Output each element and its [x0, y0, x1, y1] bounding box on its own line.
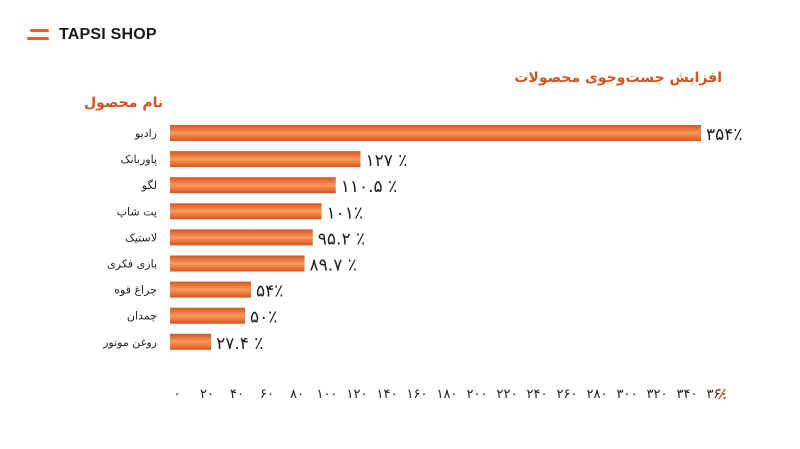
tick-label: ۲۲۰: [497, 387, 518, 402]
brand-logo: TAPSI SHOP: [27, 26, 157, 44]
value-label: ۱۱۰.۵ ٪: [341, 177, 397, 197]
tick-label: ۲۰: [200, 387, 214, 402]
bar: [170, 151, 361, 168]
tick-label: ۰: [174, 387, 181, 402]
tick-label: ۶۰: [260, 387, 274, 402]
category-label: پت شاپ: [117, 205, 157, 218]
bar: [170, 203, 322, 220]
bar: [170, 255, 305, 272]
tick-label: ۳۰۰: [617, 387, 638, 402]
logo-icon: [27, 27, 49, 43]
tick-label: ۲۶۰: [557, 387, 578, 402]
tick-label: ۱۴۰: [377, 387, 398, 402]
value-label: ۵۰٪: [250, 308, 277, 328]
bar: [170, 229, 313, 246]
value-label: ۳۵۴٪: [706, 125, 743, 145]
tick-label: ۳۶۰: [707, 387, 728, 402]
axis-unit-label: ٪: [717, 384, 727, 403]
value-label: ۹۵.۲ ٪: [318, 229, 365, 249]
category-label: روغن موتور: [102, 336, 157, 349]
category-header: نام محصول: [84, 95, 164, 111]
bar: [170, 125, 701, 141]
tick-label: ۱۰۰: [317, 387, 338, 402]
value-label: ۱۲۷ ٪: [366, 151, 408, 171]
tick-label: ۸۰: [290, 387, 304, 402]
tick-label: ۲۴۰: [527, 387, 548, 402]
tick-label: ۳۴۰: [677, 387, 698, 402]
tick-label: ۱۸۰: [437, 387, 458, 402]
value-label: ۸۹.۷ ٪: [310, 256, 357, 276]
category-label: رادیو: [134, 127, 157, 140]
tick-label: ۴۰: [230, 387, 244, 402]
value-label: ۲۷.۴ ٪: [216, 334, 263, 354]
tick-label: ۱۲۰: [347, 387, 368, 402]
category-label: چمدان: [127, 310, 157, 323]
bar: [170, 177, 336, 194]
tick-label: ۲۰۰: [467, 387, 488, 402]
bar: [170, 281, 251, 298]
value-label: ۱۰۱٪: [327, 203, 364, 223]
brand-name: TAPSI SHOP: [59, 26, 157, 43]
category-label: چراغ قوه: [114, 284, 157, 297]
tick-label: ۲۸۰: [587, 387, 608, 402]
tick-label: ۳۲۰: [647, 387, 668, 402]
value-label: ۵۴٪: [256, 282, 283, 302]
bar: [170, 307, 245, 324]
tick-label: ۱۶۰: [407, 387, 428, 402]
category-label: لاستیک: [125, 231, 157, 244]
category-label: لگو: [141, 179, 157, 192]
category-label: پاوربانک: [121, 153, 157, 166]
category-label: بازی فکری: [107, 258, 157, 271]
bar: [170, 333, 212, 350]
chart-title: افزایش جست‌وجوی محصولات: [514, 70, 722, 86]
